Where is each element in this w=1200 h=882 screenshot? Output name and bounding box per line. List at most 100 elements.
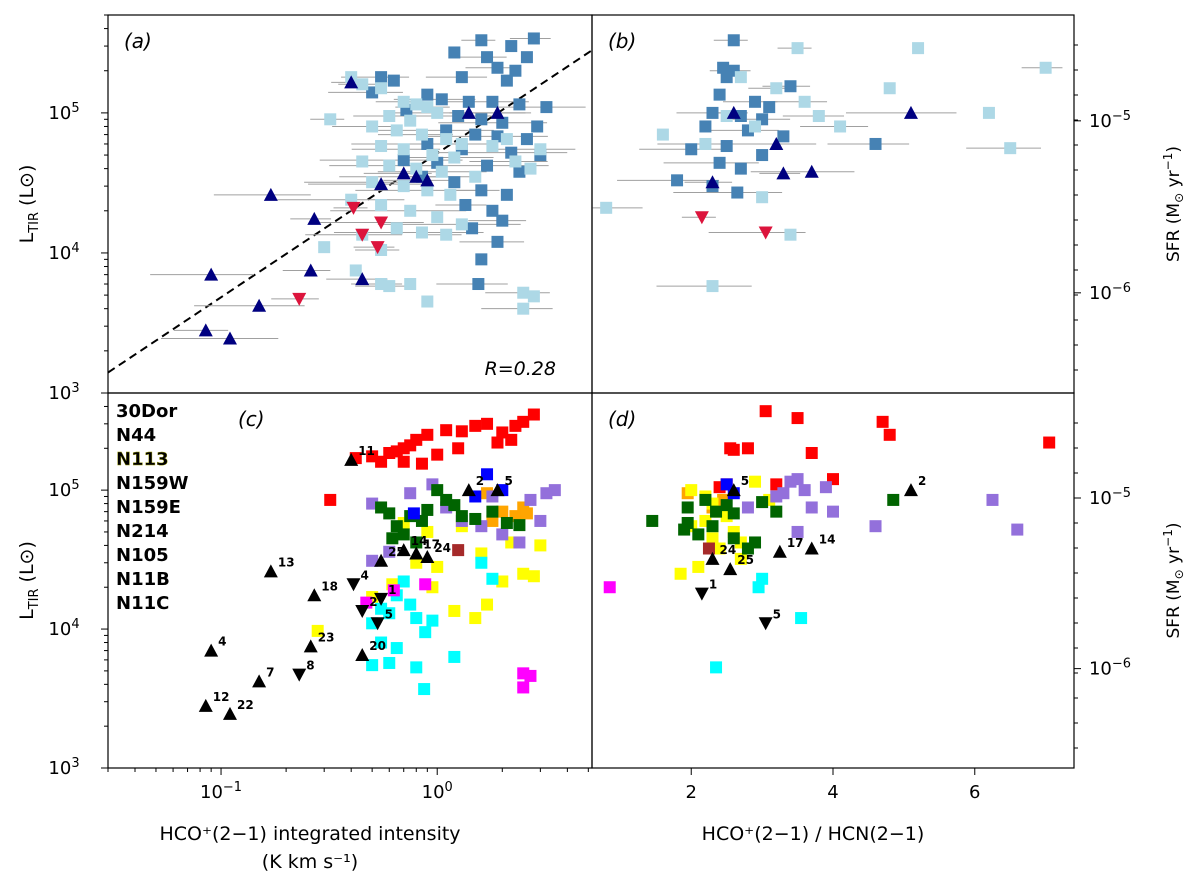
- data-point: [397, 95, 410, 108]
- data-point: [509, 155, 522, 168]
- data-point: [534, 514, 547, 527]
- data-point: [426, 149, 439, 162]
- data-point: [475, 184, 488, 197]
- data-point: [318, 241, 331, 254]
- data-point: [726, 105, 741, 119]
- data-point: [366, 659, 379, 672]
- legend-item: N11C: [116, 593, 169, 614]
- series-N159W: [741, 473, 1024, 538]
- data-point: [397, 528, 410, 541]
- data-point: [397, 143, 410, 156]
- data-point: [500, 133, 513, 146]
- x-axis-label: HCO⁺(2−1) integrated intensity: [159, 823, 460, 845]
- data-point: [421, 184, 434, 197]
- data-point: [713, 156, 726, 169]
- data-point: [720, 510, 733, 523]
- data-point: [481, 51, 494, 64]
- data-point: [452, 544, 465, 557]
- data-point: [431, 106, 444, 119]
- data-point: [383, 607, 396, 620]
- data-point: [706, 106, 719, 119]
- data-point: [481, 598, 494, 611]
- data-point: [819, 481, 832, 494]
- data-point: [770, 490, 783, 503]
- data-point: [198, 698, 213, 712]
- data-point: [383, 159, 396, 172]
- data-point: [374, 592, 389, 606]
- data-point: [524, 493, 537, 506]
- data-point: [699, 493, 712, 506]
- data-point: [475, 34, 488, 47]
- data-point: [982, 106, 995, 119]
- data-point: [505, 433, 518, 446]
- series-N214: [366, 556, 499, 696]
- data-point: [222, 706, 237, 720]
- data-point: [356, 78, 369, 91]
- x-tick-label: 100: [422, 780, 453, 803]
- data-point: [678, 523, 691, 536]
- data-point: [311, 624, 324, 637]
- data-point: [455, 425, 468, 438]
- data-point: [509, 64, 522, 77]
- data-point: [524, 669, 537, 682]
- data-point: [404, 278, 417, 291]
- data-point: [486, 140, 499, 153]
- data-point: [410, 661, 423, 674]
- data-point: [758, 617, 773, 631]
- data-point: [303, 263, 318, 277]
- data-point: [496, 575, 509, 588]
- data-point: [486, 505, 499, 518]
- data-point: [440, 424, 453, 437]
- data-point: [671, 174, 684, 187]
- point-label: 7: [266, 665, 274, 679]
- data-point: [798, 484, 811, 497]
- plot-area-b: [592, 34, 1063, 293]
- panel-b: (b) 10−5 10−6 SFR (M⊙ yr−1): [591, 14, 1186, 394]
- data-point: [426, 614, 439, 627]
- data-point: [292, 668, 307, 682]
- series-N159E: [646, 493, 900, 555]
- data-point: [469, 612, 482, 625]
- data-point: [455, 137, 468, 150]
- data-point: [397, 575, 410, 588]
- x-tick-label: 6: [969, 782, 980, 803]
- data-point: [1004, 142, 1017, 155]
- data-point: [444, 188, 457, 201]
- data-point: [692, 528, 705, 541]
- legend-item: N214: [116, 521, 169, 542]
- data-point: [869, 520, 882, 533]
- data-point: [517, 681, 530, 694]
- data-point: [720, 110, 733, 123]
- point-label: 1: [709, 578, 717, 592]
- data-point: [756, 149, 769, 162]
- data-point: [324, 113, 337, 126]
- data-point: [469, 128, 482, 141]
- y-axis-label: LTIR (L⊙): [16, 541, 42, 620]
- data-point: [812, 110, 825, 123]
- data-point: [370, 617, 385, 631]
- data-point: [834, 120, 847, 133]
- data-point: [798, 95, 811, 108]
- point-label: 12: [213, 690, 230, 704]
- sfr-axis-label: SFR (M⊙ yr−1): [1161, 146, 1186, 262]
- data-point: [344, 75, 359, 89]
- point-label: 2: [918, 474, 926, 488]
- data-point: [431, 484, 444, 497]
- data-point: [440, 228, 453, 241]
- data-point: [887, 493, 900, 506]
- point-label: 18: [321, 579, 338, 593]
- data-point: [448, 151, 461, 164]
- data-point: [520, 51, 533, 64]
- data-point: [346, 201, 361, 215]
- data-point: [1039, 61, 1052, 74]
- data-point: [198, 323, 213, 337]
- data-point: [421, 137, 434, 150]
- data-point: [520, 133, 533, 146]
- data-point: [770, 505, 783, 518]
- data-point: [720, 140, 733, 153]
- data-point: [448, 499, 461, 512]
- y-tick-label: 105: [48, 101, 79, 124]
